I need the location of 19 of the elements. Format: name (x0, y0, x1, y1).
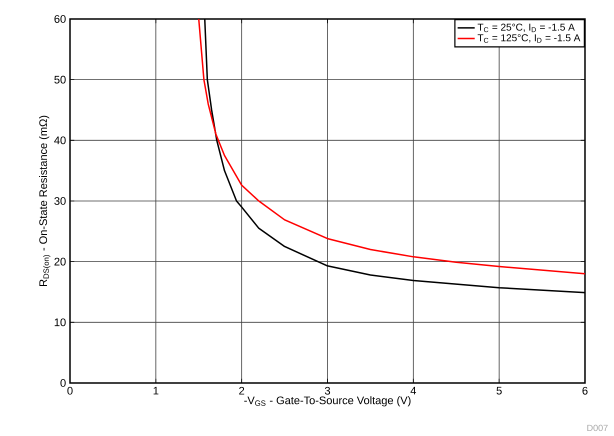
y-tick-label: 50 (54, 76, 66, 84)
x-tick-label: 1 (154, 386, 158, 394)
y-axis-title: R$_{DS(on)}$ - On-State Resistance (mΩ) (39, 116, 50, 286)
x-tick-label: 3 (324, 386, 330, 395)
x-tick-label: 4 (410, 386, 416, 394)
x-tick-label: 0 (67, 386, 73, 395)
x-tick-label: 6 (582, 386, 588, 395)
text: D007 (587, 424, 608, 432)
y-tick-label: 40 (54, 136, 66, 144)
legend-label: T$_{C}$ = 25°C, I$_{D}$ = -1.5 A (478, 24, 575, 32)
y-tick-label: 20 (54, 258, 66, 266)
legend-label: T$_{C}$ = 125°C, I$_{D}$ = -1.5 A (478, 34, 580, 43)
x-tick-label: 5 (496, 386, 502, 395)
y-tick-label: 60 (54, 15, 66, 23)
x-tick-label: 2 (239, 386, 244, 395)
y-tick-label: 10 (54, 318, 66, 326)
y-tick-label: 0 (60, 379, 66, 387)
y-tick-label: 30 (54, 197, 66, 205)
x-axis-title: -V$_{GS}$ - Gate-To-Source Voltage (V) (244, 396, 411, 406)
